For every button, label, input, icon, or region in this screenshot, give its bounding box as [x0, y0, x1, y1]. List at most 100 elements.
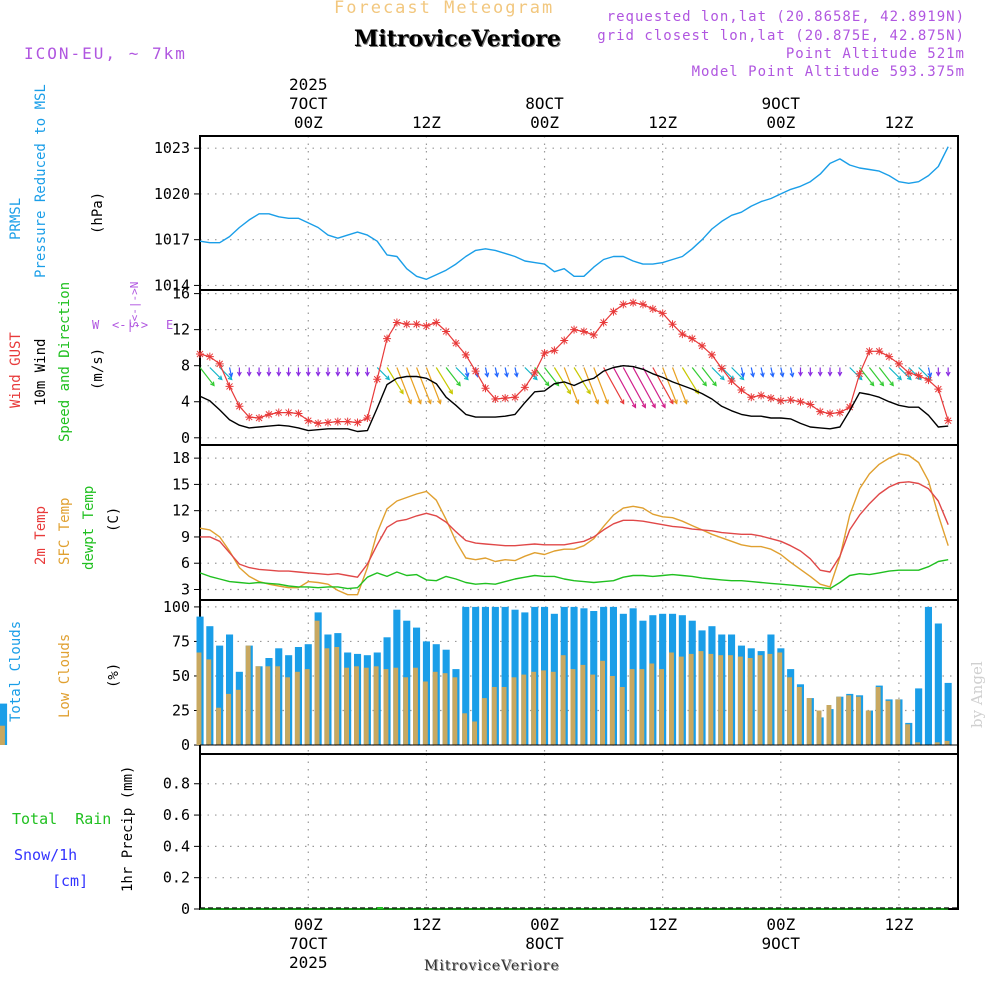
top-time-label: 12Z — [412, 113, 441, 132]
low-cloud-bar — [560, 655, 566, 745]
wind-direction-arrowhead — [669, 399, 674, 405]
top-time-label: 00Z — [530, 113, 559, 132]
low-cloud-bar — [875, 687, 881, 745]
low-cloud-bar — [304, 669, 310, 746]
low-cloud-bar — [796, 687, 802, 745]
precip-ytick-label: 0.6 — [163, 806, 190, 824]
low-cloud-bar — [432, 671, 438, 745]
wind-direction-arrow — [228, 367, 233, 377]
precip-ytick-label: 0 — [181, 900, 190, 918]
wind-direction-arrow — [484, 367, 489, 377]
wind-direction-arrowhead — [827, 371, 833, 377]
wind-direction-arrowhead — [779, 372, 785, 378]
wind-direction-arrowhead — [566, 389, 572, 395]
wind-direction-arrowhead — [210, 381, 215, 387]
wind-direction-arrowhead — [437, 399, 442, 405]
low-cloud-bar — [491, 687, 497, 745]
wind-direction-arrowhead — [889, 381, 894, 387]
top-time-label: 12Z — [884, 113, 913, 132]
wind-direction-arrow — [740, 367, 745, 377]
wind-direction-arrow — [514, 367, 518, 377]
low-cloud-bar — [649, 663, 655, 745]
wind-direction-arrowhead — [817, 371, 823, 377]
top-time-label: 9OCT — [762, 94, 801, 113]
temp-frame — [199, 444, 959, 601]
low-cloud-bar — [905, 724, 911, 745]
wind-direction-arrow — [691, 367, 707, 386]
model-name: ICON-EU, ~ 7km — [24, 44, 187, 63]
wind-direction-arrowhead — [335, 371, 341, 377]
gust-marker — [688, 334, 697, 343]
wind-direction-arrowhead — [325, 371, 331, 377]
wind-direction-arrowhead — [385, 375, 391, 381]
wind-direction-arrowhead — [417, 399, 422, 405]
gust-marker — [245, 413, 254, 422]
wind-direction-arrowhead — [789, 372, 795, 378]
wind-direction-arrow — [898, 367, 912, 380]
low-cloud-bar — [334, 647, 340, 746]
wind-direction-arrow — [465, 367, 469, 377]
wind-direction-arrow — [425, 367, 441, 404]
gust-marker — [629, 298, 638, 307]
gust-marker — [314, 419, 323, 428]
closest-point: grid closest lon,lat (20.875E, 42.875N) — [597, 28, 965, 44]
temp-ytick-label: 6 — [181, 554, 190, 572]
low-cloud-bar — [728, 655, 733, 745]
gust-marker — [707, 350, 716, 359]
temp-ytick-label: 12 — [172, 502, 190, 520]
gust-marker — [698, 341, 707, 350]
precip-frame — [199, 753, 959, 910]
gust-marker — [323, 418, 332, 427]
compass-ew-arrow: <-|-> — [112, 318, 149, 332]
gust-marker — [806, 400, 815, 409]
wind-direction-arrowhead — [712, 381, 717, 387]
wind-direction-arrowhead — [897, 375, 902, 381]
total-cloud-bar — [481, 606, 489, 745]
wind-direction-arrowhead — [586, 389, 591, 395]
wind-direction-arrowhead — [276, 371, 282, 377]
wind-direction-arrowhead — [869, 381, 875, 387]
low-cloud-bar — [196, 652, 202, 745]
low-cloud-bar — [787, 677, 792, 745]
wind-direction-arrowhead — [935, 371, 941, 377]
gust-marker — [353, 418, 362, 427]
dewpt-line — [199, 559, 949, 590]
gust-marker — [461, 350, 470, 359]
wind-direction-arrowhead — [760, 372, 765, 378]
wind-direction-arrow — [544, 367, 560, 386]
low-cloud-bar — [442, 673, 448, 745]
low-cloud-bar — [806, 698, 812, 746]
gust-marker — [894, 359, 903, 368]
gust-marker — [570, 325, 579, 334]
gust-marker — [274, 408, 283, 417]
wind-direction-arrowhead — [217, 375, 223, 381]
wind-direction-arrowhead — [857, 375, 863, 381]
gust-marker — [540, 349, 549, 358]
wind-ytick-label: 16 — [172, 285, 190, 303]
low-cloud-bar — [600, 660, 605, 746]
gust-marker — [914, 371, 923, 380]
wind-direction-arrowhead — [619, 399, 625, 405]
footer-location: MitroviceVeriore — [424, 958, 560, 974]
wind-direction-arrowhead — [513, 372, 519, 378]
low-cloud-bar — [481, 698, 487, 746]
wind-direction-arrowhead — [236, 371, 242, 377]
wind-direction-arrowhead — [807, 371, 813, 377]
wind-direction-arrowhead — [427, 399, 432, 405]
low-cloud-bar — [619, 687, 625, 745]
temp-ytick-label: 18 — [172, 449, 190, 467]
gust-marker — [766, 394, 775, 403]
wind-direction-arrowhead — [574, 399, 580, 405]
bottom-time-label: 12Z — [412, 915, 441, 934]
gust-marker — [432, 318, 441, 327]
wind-direction-arrow — [652, 367, 674, 404]
gust-marker — [481, 384, 490, 393]
wind-direction-arrowhead — [456, 381, 461, 387]
low-cloud-bar — [294, 671, 300, 745]
requested-point: requested lon,lat (20.8658E, 42.8919N) — [606, 9, 965, 25]
low-cloud-bar — [255, 666, 261, 745]
low-cloud-bar — [275, 666, 281, 745]
wind-direction-arrowhead — [532, 375, 538, 381]
top-time-label: 8OCT — [525, 94, 564, 113]
bottom-time-label: 2025 — [289, 953, 328, 972]
